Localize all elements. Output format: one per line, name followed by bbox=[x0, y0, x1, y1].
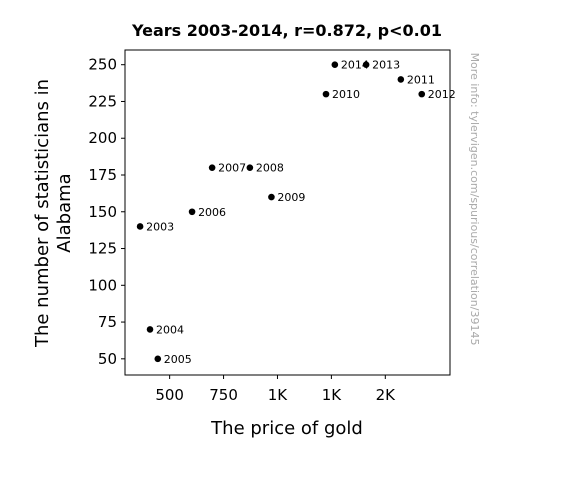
x-axis-label: The price of gold bbox=[210, 418, 363, 439]
data-point bbox=[362, 61, 370, 69]
data-point bbox=[208, 164, 216, 171]
y-tick-label: 125 bbox=[88, 240, 117, 258]
data-point bbox=[331, 61, 339, 69]
data-point-label: 2014 bbox=[341, 59, 369, 72]
data-point-label: 2012 bbox=[428, 88, 456, 101]
data-point bbox=[246, 164, 254, 171]
data-point bbox=[136, 223, 144, 230]
x-axis: 500 750 1K 1K 2K bbox=[155, 375, 396, 404]
y-tick-label: 175 bbox=[88, 166, 117, 184]
data-points: 2003 2004 2005 2006 2007 2008 2009 2010 2014 2013… bbox=[136, 59, 456, 366]
data-point-label: 2005 bbox=[164, 353, 192, 366]
data-point bbox=[418, 90, 426, 98]
y-tick-label: 150 bbox=[88, 203, 117, 221]
y-tick-label: 200 bbox=[88, 129, 117, 147]
data-point bbox=[154, 355, 162, 363]
x-tick-label: 1K bbox=[322, 386, 343, 404]
y-axis-label-line-2: Alabama bbox=[54, 173, 75, 252]
y-tick-label: 100 bbox=[88, 276, 117, 294]
chart-title: Years 2003-2014, r=0.872, p<0.01 bbox=[131, 21, 442, 40]
data-point-label: 2013 bbox=[372, 59, 400, 72]
data-point-label: 2003 bbox=[146, 220, 174, 233]
x-tick-label: 2K bbox=[376, 386, 397, 404]
data-point-label: 2011 bbox=[407, 73, 435, 86]
data-point-label: 2006 bbox=[198, 206, 226, 219]
data-point bbox=[397, 76, 405, 83]
x-tick-label: 750 bbox=[209, 386, 238, 404]
data-point-label: 2007 bbox=[218, 162, 246, 175]
data-point-label: 2010 bbox=[332, 88, 360, 101]
data-point bbox=[268, 193, 275, 201]
x-tick-label: 500 bbox=[155, 386, 184, 404]
x-tick-label: 1K bbox=[268, 386, 289, 404]
data-point bbox=[188, 208, 196, 216]
y-tick-label: 225 bbox=[88, 92, 117, 110]
data-point-label: 2004 bbox=[156, 323, 184, 336]
y-tick-label: 75 bbox=[98, 313, 117, 331]
data-point-label: 2009 bbox=[277, 191, 305, 204]
data-point-label: 2008 bbox=[256, 162, 284, 175]
y-axis: 50 75 100 125 150 175 200 225 250 bbox=[88, 56, 125, 368]
watermark-text: More info: tylervigen.com/spurious/corre… bbox=[468, 53, 481, 346]
data-point bbox=[146, 326, 154, 333]
y-axis-label-line-1: The number of statisticians in bbox=[32, 79, 53, 348]
data-point bbox=[322, 90, 330, 98]
y-tick-label: 50 bbox=[98, 350, 117, 368]
y-tick-label: 250 bbox=[88, 56, 117, 74]
plot-area bbox=[124, 49, 451, 376]
